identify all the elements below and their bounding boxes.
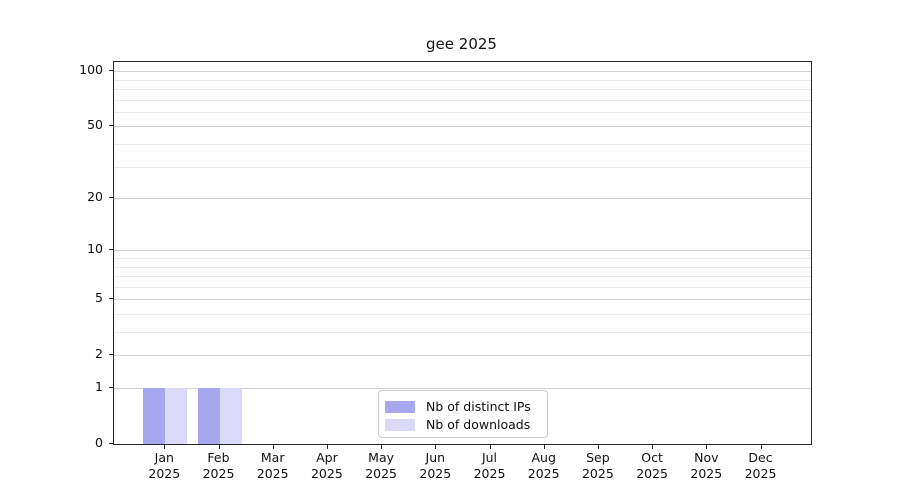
bar-nb-of-distinct-ips	[143, 388, 166, 444]
y-tick	[109, 354, 114, 356]
y-tick-label: 0	[95, 435, 103, 450]
x-tick	[218, 444, 220, 449]
bar-nb-of-distinct-ips	[197, 388, 220, 444]
x-tick-label: Dec 2025	[729, 450, 793, 481]
x-tick-label-month: Jun	[425, 450, 446, 465]
y-tick	[109, 197, 114, 198]
x-tick	[652, 444, 654, 449]
x-tick-label-year: 2025	[148, 465, 181, 481]
gridline-minor	[114, 313, 811, 315]
plot-area	[113, 61, 812, 445]
y-tick	[109, 298, 114, 300]
gridline-major	[114, 388, 811, 389]
y-tick-label: 5	[95, 290, 103, 306]
x-tick	[435, 444, 437, 449]
gridline-minor	[114, 286, 811, 288]
y-tick-label: 50	[87, 117, 103, 133]
x-tick-label-year: 2025	[202, 465, 235, 481]
x-tick	[543, 444, 545, 449]
x-tick-label-month: Sep	[586, 450, 610, 465]
x-tick	[326, 444, 328, 449]
gridline-major	[114, 250, 811, 252]
x-tick	[381, 444, 383, 449]
y-tick-label: 1	[95, 379, 103, 394]
gridline-major	[114, 126, 811, 128]
gridline-minor	[114, 266, 811, 268]
x-tick-label: Aug 2025	[512, 450, 576, 481]
x-tick-label-month: Nov	[694, 450, 719, 465]
gridline-major	[114, 198, 811, 199]
legend-swatch	[385, 401, 415, 413]
x-tick	[760, 444, 762, 449]
gridline-minor	[114, 99, 811, 101]
gridline-minor	[114, 332, 811, 333]
bar-nb-of-downloads	[219, 388, 242, 444]
y-tick-label: 100	[79, 62, 103, 78]
x-tick-label-month: Feb	[207, 450, 230, 465]
gridline-major	[114, 71, 811, 73]
y-tick	[109, 249, 114, 251]
y-tick	[109, 443, 114, 444]
x-tick-label: Apr 2025	[295, 450, 359, 481]
x-tick-label-month: Oct	[641, 450, 663, 465]
gridline-minor	[114, 79, 811, 81]
legend: Nb of distinct IPs Nb of downloads	[378, 390, 548, 438]
gridline-major	[114, 299, 811, 301]
x-tick-label-year: 2025	[256, 465, 289, 481]
x-tick-label-year: 2025	[310, 465, 343, 481]
chart-title: gee 2025	[426, 35, 497, 53]
x-tick-label-month: Aug	[531, 450, 556, 465]
gridline-minor	[114, 166, 811, 168]
x-tick-label-month: Mar	[260, 450, 285, 465]
gridline-minor	[114, 257, 811, 259]
gridline-minor	[114, 111, 811, 113]
x-tick	[489, 444, 491, 449]
x-tick-label-year: 2025	[365, 465, 397, 481]
x-tick-label-month: Apr	[316, 450, 338, 465]
x-tick-label: Nov 2025	[674, 450, 738, 481]
x-tick-label-year: 2025	[636, 465, 668, 481]
y-tick-label: 10	[87, 241, 103, 257]
legend-swatch	[385, 419, 415, 431]
x-tick-label: Oct 2025	[620, 450, 684, 481]
x-tick-label-year: 2025	[419, 465, 452, 481]
x-tick-label-year: 2025	[690, 465, 723, 481]
y-tick	[109, 387, 114, 388]
legend-label: Nb of downloads	[426, 417, 531, 432]
y-tick	[109, 125, 114, 127]
x-tick-label-month: May	[368, 450, 395, 465]
legend-label: Nb of distinct IPs	[426, 399, 531, 414]
gridline-minor	[114, 276, 811, 277]
x-tick-label: Sep 2025	[566, 450, 630, 481]
x-tick-label-year: 2025	[744, 465, 777, 481]
gridline-minor	[114, 143, 811, 145]
x-tick-label: May 2025	[349, 450, 413, 481]
x-tick-label-month: Jul	[481, 450, 498, 465]
y-tick-label: 20	[87, 189, 103, 204]
bar-nb-of-downloads	[165, 388, 188, 444]
y-tick-label: 2	[95, 346, 103, 362]
gridline-major	[114, 355, 811, 357]
x-tick	[597, 444, 599, 449]
x-tick-label: Mar 2025	[241, 450, 305, 481]
x-tick-label-year: 2025	[581, 465, 614, 481]
x-tick-label-year: 2025	[527, 465, 560, 481]
x-tick	[706, 444, 708, 449]
x-tick-label-month: Jan	[154, 450, 174, 465]
x-tick	[272, 444, 274, 449]
x-tick	[164, 444, 166, 449]
x-tick-label: Feb 2025	[187, 450, 251, 481]
x-tick-label-year: 2025	[473, 465, 506, 481]
y-tick	[109, 70, 114, 72]
x-tick-label: Jul 2025	[458, 450, 522, 481]
legend-item: Nb of distinct IPs	[385, 398, 539, 416]
x-tick-label-month: Dec	[748, 450, 773, 465]
x-tick-label: Jun 2025	[403, 450, 467, 481]
x-tick-label: Jan 2025	[132, 450, 196, 481]
legend-item: Nb of downloads	[385, 416, 539, 434]
gridline-minor	[114, 88, 811, 90]
